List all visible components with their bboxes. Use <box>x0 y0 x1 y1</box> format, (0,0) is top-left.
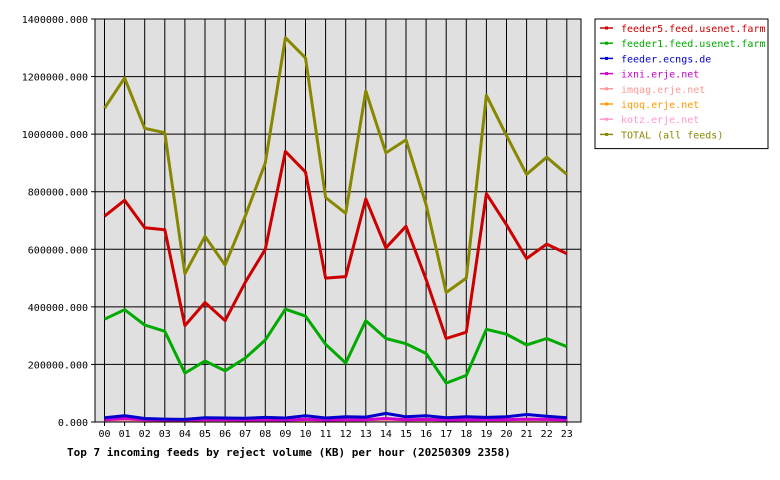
plot-frame <box>94 18 582 423</box>
x-tick-label: 02 <box>139 429 151 440</box>
legend-marker <box>605 72 608 76</box>
y-tick-label: 800000.000 <box>28 188 88 199</box>
x-tick-label: 14 <box>380 429 392 440</box>
legend-marker <box>605 132 608 136</box>
axes: 0.000 200000.000 400000.000 600000.000 80000… <box>22 15 582 440</box>
x-tick-label: 23 <box>561 429 573 440</box>
y-tick-label: 0.000 <box>58 418 88 429</box>
x-tick-label: 04 <box>179 429 191 440</box>
legend-marker <box>605 41 608 45</box>
x-tick-label: 19 <box>480 429 492 440</box>
series-line <box>103 149 568 340</box>
series-line <box>104 411 567 421</box>
legend-marker <box>605 56 608 60</box>
chart-title: Top 7 incoming feeds by reject volume (K… <box>67 446 511 459</box>
x-tick-label: 08 <box>259 429 271 440</box>
legend-marker <box>605 102 608 106</box>
legend-label: feeder5.feed.usenet.farm <box>621 24 766 35</box>
legend-box <box>594 18 769 150</box>
y-tick-label: 1200000.000 <box>22 73 88 84</box>
series-lines <box>103 36 568 423</box>
x-tick-label: 10 <box>299 429 311 440</box>
legend-marker <box>605 87 608 91</box>
x-tick-label: 06 <box>219 429 231 440</box>
x-tick-label: 03 <box>159 429 171 440</box>
x-tick-label: 07 <box>239 429 251 440</box>
x-tick-label: 05 <box>199 429 211 440</box>
legend-label: feeder.ecngs.de <box>621 54 711 65</box>
legend-label: ixni.erje.net <box>621 70 699 81</box>
legend-label: TOTAL (all feeds) <box>621 130 723 141</box>
x-tick-label: 20 <box>500 429 512 440</box>
y-tick-label: 400000.000 <box>28 303 88 314</box>
y-tick-label: 1000000.000 <box>22 130 88 141</box>
x-tick-label: 16 <box>420 429 432 440</box>
legend: feeder5.feed.usenet.farm feeder1.feed.use… <box>594 18 769 150</box>
legend-marker <box>605 26 608 30</box>
legend-marker <box>605 117 608 121</box>
x-tick-label: 18 <box>460 429 472 440</box>
plot-background <box>95 19 581 422</box>
x-tick-label: 11 <box>320 429 332 440</box>
y-tick-label: 600000.000 <box>28 245 88 256</box>
x-tick-label: 01 <box>119 429 131 440</box>
series-line <box>103 307 568 385</box>
legend-label: feeder1.feed.usenet.farm <box>621 39 766 50</box>
y-tick-label: 200000.000 <box>28 360 88 371</box>
x-tick-label: 22 <box>541 429 553 440</box>
x-tick-label: 09 <box>279 429 291 440</box>
x-tick-label: 13 <box>360 429 372 440</box>
legend-label: imqag.erje.net <box>621 85 705 96</box>
x-tick-label: 21 <box>521 429 533 440</box>
x-tick-label: 00 <box>98 429 110 440</box>
y-tick-label: 1400000.000 <box>22 15 88 26</box>
legend-label: iqoq.erje.net <box>621 100 699 111</box>
legend-label: kotz.erje.net <box>621 115 699 126</box>
x-tick-label: 17 <box>440 429 452 440</box>
x-tick-label: 15 <box>400 429 412 440</box>
series-line <box>103 36 568 294</box>
x-tick-label: 12 <box>340 429 352 440</box>
